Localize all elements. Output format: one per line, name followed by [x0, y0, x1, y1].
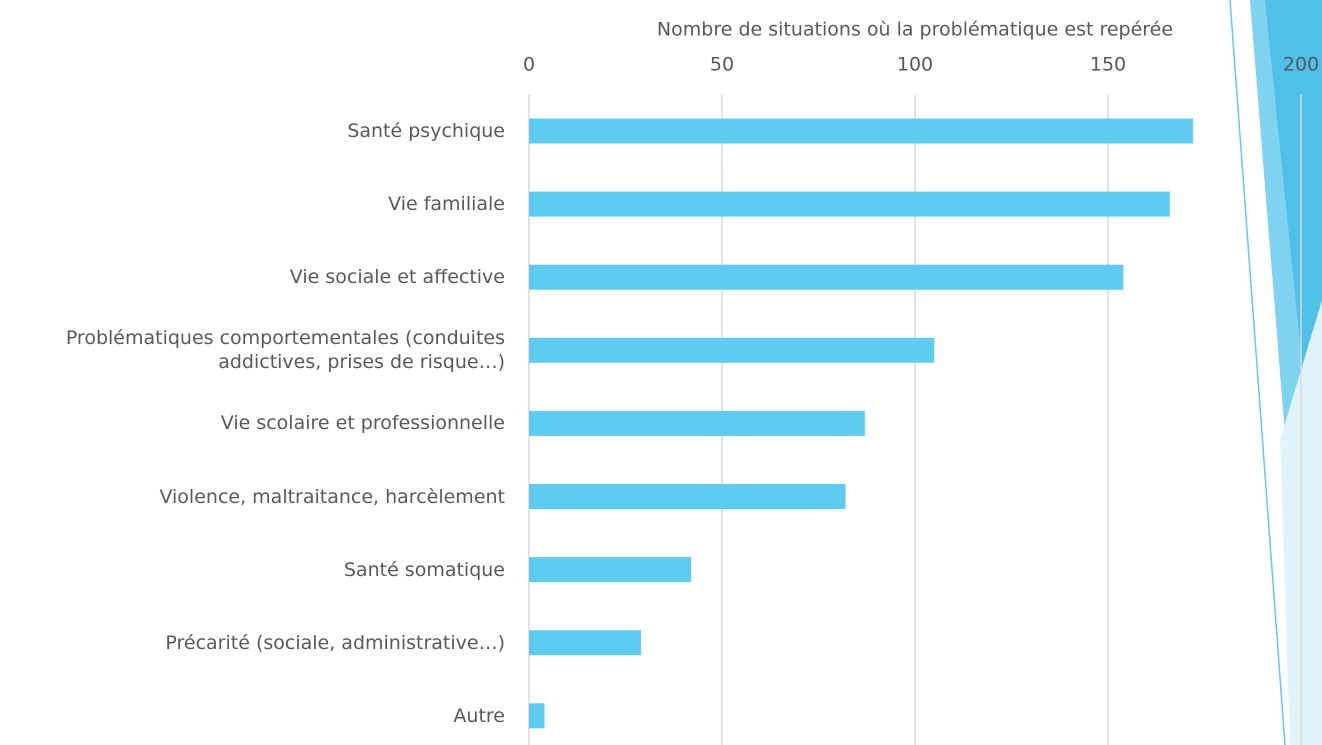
y-tick-label: Vie familiale: [388, 193, 505, 216]
bar: [529, 337, 935, 363]
x-tick-label: 150: [1090, 54, 1126, 76]
y-tick-label: Santé somatique: [343, 558, 505, 581]
y-tick-label: Problématiques comportementales (conduit…: [65, 327, 505, 374]
x-tick-label: 0: [523, 54, 535, 76]
y-tick-label: Violence, maltraitance, harcèlement: [159, 485, 505, 508]
decoration: [1229, 0, 1286, 745]
bar: [529, 484, 846, 509]
y-tick-label: Autre: [453, 704, 505, 727]
y-tick-label: Vie sociale et affective: [289, 266, 505, 289]
x-tick-label: 200: [1283, 54, 1319, 76]
bar: [529, 118, 1193, 144]
axis-title: Nombre de situations où la problématique…: [657, 19, 1173, 41]
bar: [529, 703, 545, 729]
bar: [529, 191, 1170, 217]
bar: [529, 557, 692, 583]
y-tick-label: Vie scolaire et professionnelle: [220, 412, 505, 435]
y-tick-label: Précarité (sociale, administrative…): [165, 631, 505, 654]
bar: [529, 264, 1124, 290]
bar: [529, 630, 641, 656]
x-tick-label: 50: [710, 54, 734, 76]
x-tick-label: 100: [897, 54, 933, 76]
bar: [529, 410, 865, 436]
y-tick-label: Santé psychique: [347, 120, 505, 142]
